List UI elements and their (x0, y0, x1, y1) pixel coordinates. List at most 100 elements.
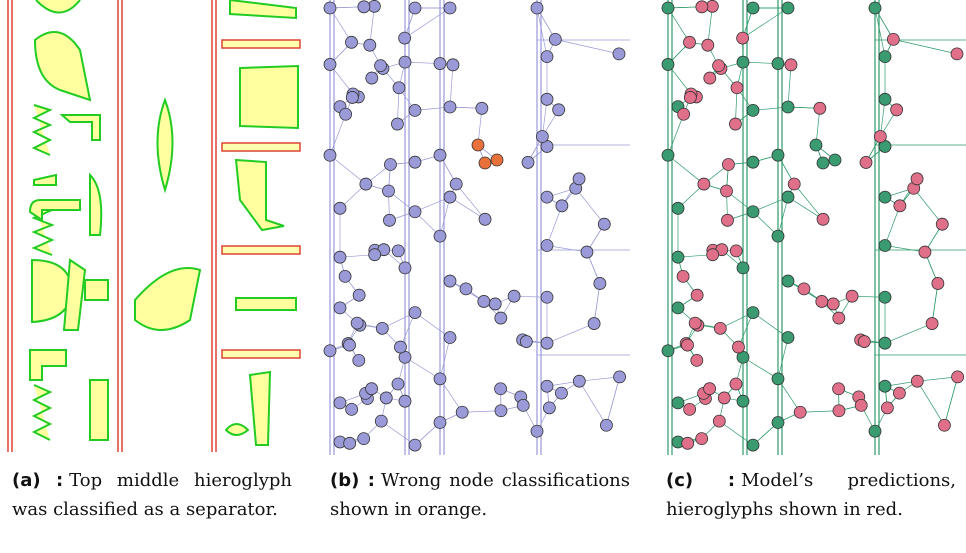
graph-node (919, 246, 931, 258)
caption-text: Wrong node classifications shown in oran… (330, 470, 630, 520)
graph-edge (753, 313, 788, 338)
graph-edge (576, 188, 605, 224)
graph-node (747, 206, 759, 218)
graph-node (541, 191, 553, 203)
graph-node (588, 318, 600, 330)
graph-node (409, 206, 421, 218)
graph-node (747, 439, 759, 451)
graph-node (672, 302, 684, 314)
graph-node (447, 59, 459, 71)
graph-node (662, 345, 674, 357)
graph-node (782, 332, 794, 344)
graph-node (399, 56, 411, 68)
graph-node (951, 48, 963, 60)
graph-node (731, 82, 743, 94)
graph-node (817, 157, 829, 169)
graph-node (613, 48, 625, 60)
figure: (a) :Top middle hieroglyph was classifie… (0, 0, 966, 553)
graph-node (495, 312, 507, 324)
graph-node (409, 104, 421, 116)
graph-node (444, 101, 456, 113)
graph-node (581, 246, 593, 258)
graph-node (714, 322, 726, 334)
graph-node (827, 298, 839, 310)
graph-node (684, 403, 696, 415)
graph-node (772, 149, 784, 161)
graph-node (409, 156, 421, 168)
graph-node (384, 158, 396, 170)
graph-node (394, 341, 406, 353)
graph-node (729, 118, 741, 130)
graph-edge (555, 39, 619, 54)
graph-node (517, 399, 529, 411)
graph-node (833, 383, 845, 395)
graph-node (353, 289, 365, 301)
graph-node (672, 251, 684, 263)
graph-node (869, 2, 881, 14)
graph-node (737, 56, 749, 68)
graph-node (444, 191, 456, 203)
graph-node (860, 156, 872, 168)
graph-node (691, 289, 703, 301)
graph-edge (893, 39, 957, 54)
graph-node (541, 93, 553, 105)
graph-node (684, 91, 696, 103)
graph-node (522, 156, 534, 168)
graph-node (334, 302, 346, 314)
graph-node (721, 185, 733, 197)
graph-node (531, 2, 543, 14)
graph-node (479, 213, 491, 225)
graph-edge (944, 377, 957, 425)
graph-node (399, 395, 411, 407)
graph-node (829, 154, 841, 166)
graph-edge (606, 377, 619, 425)
graph-node (879, 239, 891, 251)
graph-node (479, 157, 491, 169)
graph-node (541, 291, 553, 303)
graph-edge (917, 381, 944, 425)
graph-node (369, 249, 381, 261)
graph-node (846, 290, 858, 302)
graph-node (696, 433, 708, 445)
graph-node (360, 178, 372, 190)
graph-node (794, 406, 806, 418)
graph-node (495, 383, 507, 395)
graph-node (334, 202, 346, 214)
graph-node (911, 375, 923, 387)
graph-node (782, 191, 794, 203)
graph-node (672, 202, 684, 214)
graph-node (798, 283, 810, 295)
graph-node (704, 383, 716, 395)
graph-edge (794, 184, 823, 219)
graph-node (600, 419, 612, 431)
graph-node (698, 178, 710, 190)
graph-node (531, 425, 543, 437)
graph-edge (456, 184, 485, 219)
graph-node (594, 277, 606, 289)
graph-node (704, 72, 716, 84)
graph-node (682, 437, 694, 449)
graph-node (334, 251, 346, 263)
graph-edge (579, 381, 606, 425)
graph-edge (914, 188, 943, 224)
graph-node (383, 214, 395, 226)
graph-node (324, 345, 336, 357)
caption-label: (c) : (666, 470, 735, 491)
graph-node (366, 383, 378, 395)
graph-edge (330, 114, 346, 155)
graph-node (938, 419, 950, 431)
graph-node (456, 406, 468, 418)
graph-node (472, 139, 484, 151)
graph-node (399, 32, 411, 44)
graph-node (444, 275, 456, 287)
graph-node (434, 417, 446, 429)
graph-edge (668, 155, 704, 184)
graph-node (434, 58, 446, 70)
graph-node (399, 262, 411, 274)
graph-node (383, 185, 395, 197)
graph-node (672, 397, 684, 409)
graph-node (894, 200, 906, 212)
graph-node (772, 373, 784, 385)
graph-node (810, 139, 822, 151)
graph-node (747, 2, 759, 14)
